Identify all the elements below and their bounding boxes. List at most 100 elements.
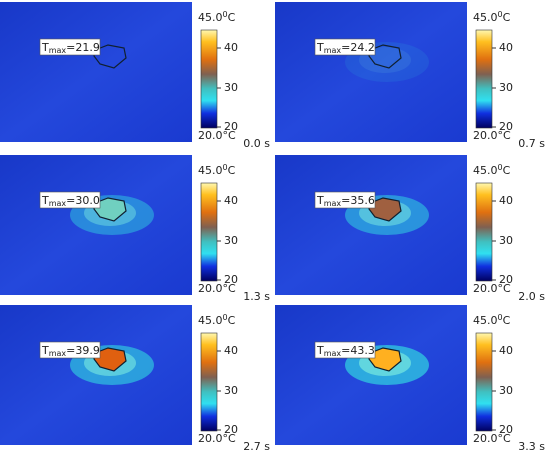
tmax-symbol: T: [41, 41, 49, 54]
tmax-value: 21.9: [75, 41, 100, 54]
colorbar-tick-label: 20: [224, 423, 238, 436]
colorbar-tick-label: 30: [224, 81, 238, 94]
colorbar-tick-label: 40: [224, 41, 238, 54]
hot-spot: [93, 197, 127, 222]
colorbar-tick-label: 30: [499, 81, 513, 94]
colorbar: [200, 332, 218, 432]
thermal-image: [0, 155, 192, 295]
tmax-subscript: max: [324, 199, 342, 208]
time-label: 2.7 s: [243, 440, 270, 453]
time-label: 2.0 s: [518, 290, 545, 303]
tmax-subscript: max: [49, 349, 67, 358]
colorbar-tick-label: 40: [499, 194, 513, 207]
tmax-subscript: max: [49, 199, 67, 208]
colorbar-top-label: 45.00C: [473, 163, 511, 178]
colorbar-top-superscript: 0: [223, 163, 228, 172]
tmax-label: Tmax=39.9: [41, 344, 100, 358]
tmax-symbol: T: [316, 344, 324, 357]
tmax-equals: =: [66, 41, 75, 54]
tmax-box: [39, 38, 101, 56]
colorbar-top-value: 45.0: [198, 314, 223, 327]
colorbar-top-label: 45.00C: [473, 10, 511, 25]
hot-spot: [368, 347, 402, 372]
tmax-subscript: max: [324, 46, 342, 55]
colorbar-tick-label: 30: [499, 234, 513, 247]
tmax-label: Tmax=21.9: [41, 41, 100, 55]
tmax-label: Tmax=24.2: [316, 41, 375, 55]
colorbar-tick-label: 30: [224, 384, 238, 397]
colorbar-top-unit: C: [228, 11, 236, 24]
colorbar-bottom-label: 20.0°C: [473, 129, 511, 142]
time-label: 0.7 s: [518, 137, 545, 150]
colorbar-tick-label: 20: [224, 273, 238, 286]
tmax-value: 24.2: [350, 41, 375, 54]
colorbar-top-label: 45.00C: [198, 313, 236, 328]
tmax-equals: =: [66, 194, 75, 207]
tmax-box: [39, 191, 101, 209]
thermal-image: [0, 2, 192, 142]
colorbar-tick-label: 40: [224, 194, 238, 207]
tmax-equals: =: [341, 344, 350, 357]
tmax-box: [39, 341, 101, 359]
hot-spot: [368, 197, 402, 222]
tmax-equals: =: [341, 41, 350, 54]
thermal-image: [275, 2, 467, 142]
colorbar-top-value: 45.0: [198, 164, 223, 177]
colorbar-bottom-label: 20.0°C: [473, 282, 511, 295]
colorbar-top-label: 45.00C: [473, 313, 511, 328]
tmax-subscript: max: [49, 46, 67, 55]
colorbar-bottom-label: 20.0°C: [198, 282, 236, 295]
hot-spot: [368, 44, 402, 69]
colorbar-top-label: 45.00C: [198, 163, 236, 178]
colorbar-top-unit: C: [503, 314, 511, 327]
tmax-symbol: T: [316, 41, 324, 54]
colorbar-tick-label: 30: [499, 384, 513, 397]
colorbar-tick-label: 40: [499, 41, 513, 54]
colorbar-top-value: 45.0: [473, 164, 498, 177]
hot-spot: [93, 347, 127, 372]
colorbar-top-superscript: 0: [498, 163, 503, 172]
colorbar-top-superscript: 0: [498, 10, 503, 19]
colorbar: [200, 182, 218, 282]
colorbar-top-value: 45.0: [473, 11, 498, 24]
time-label: 0.0 s: [243, 137, 270, 150]
colorbar-tick-label: 20: [499, 120, 513, 133]
colorbar-top-unit: C: [228, 314, 236, 327]
tmax-equals: =: [66, 344, 75, 357]
tmax-box: [314, 191, 376, 209]
colorbar-tick-label: 40: [499, 344, 513, 357]
colorbar: [475, 29, 493, 129]
colorbar-tick-label: 20: [499, 423, 513, 436]
colorbar-tick-label: 20: [224, 120, 238, 133]
tmax-label: Tmax=30.0: [41, 194, 100, 208]
colorbar-bottom-label: 20.0°C: [473, 432, 511, 445]
colorbar-top-superscript: 0: [223, 313, 228, 322]
colorbar-top-unit: C: [228, 164, 236, 177]
tmax-label: Tmax=35.6: [316, 194, 375, 208]
time-label: 1.3 s: [243, 290, 270, 303]
colorbar: [475, 332, 493, 432]
tmax-symbol: T: [316, 194, 324, 207]
tmax-label: Tmax=43.3: [316, 344, 375, 358]
tmax-value: 30.0: [75, 194, 100, 207]
colorbar-top-unit: C: [503, 11, 511, 24]
colorbar-bottom-label: 20.0°C: [198, 129, 236, 142]
colorbar-top-superscript: 0: [223, 10, 228, 19]
colorbar-top-label: 45.00C: [198, 10, 236, 25]
tmax-value: 39.9: [75, 344, 100, 357]
tmax-equals: =: [341, 194, 350, 207]
colorbar: [475, 182, 493, 282]
tmax-symbol: T: [41, 344, 49, 357]
tmax-subscript: max: [324, 349, 342, 358]
tmax-value: 43.3: [350, 344, 375, 357]
colorbar-top-superscript: 0: [498, 313, 503, 322]
colorbar: [200, 29, 218, 129]
colorbar-tick-label: 40: [224, 344, 238, 357]
hot-spot: [93, 44, 127, 69]
